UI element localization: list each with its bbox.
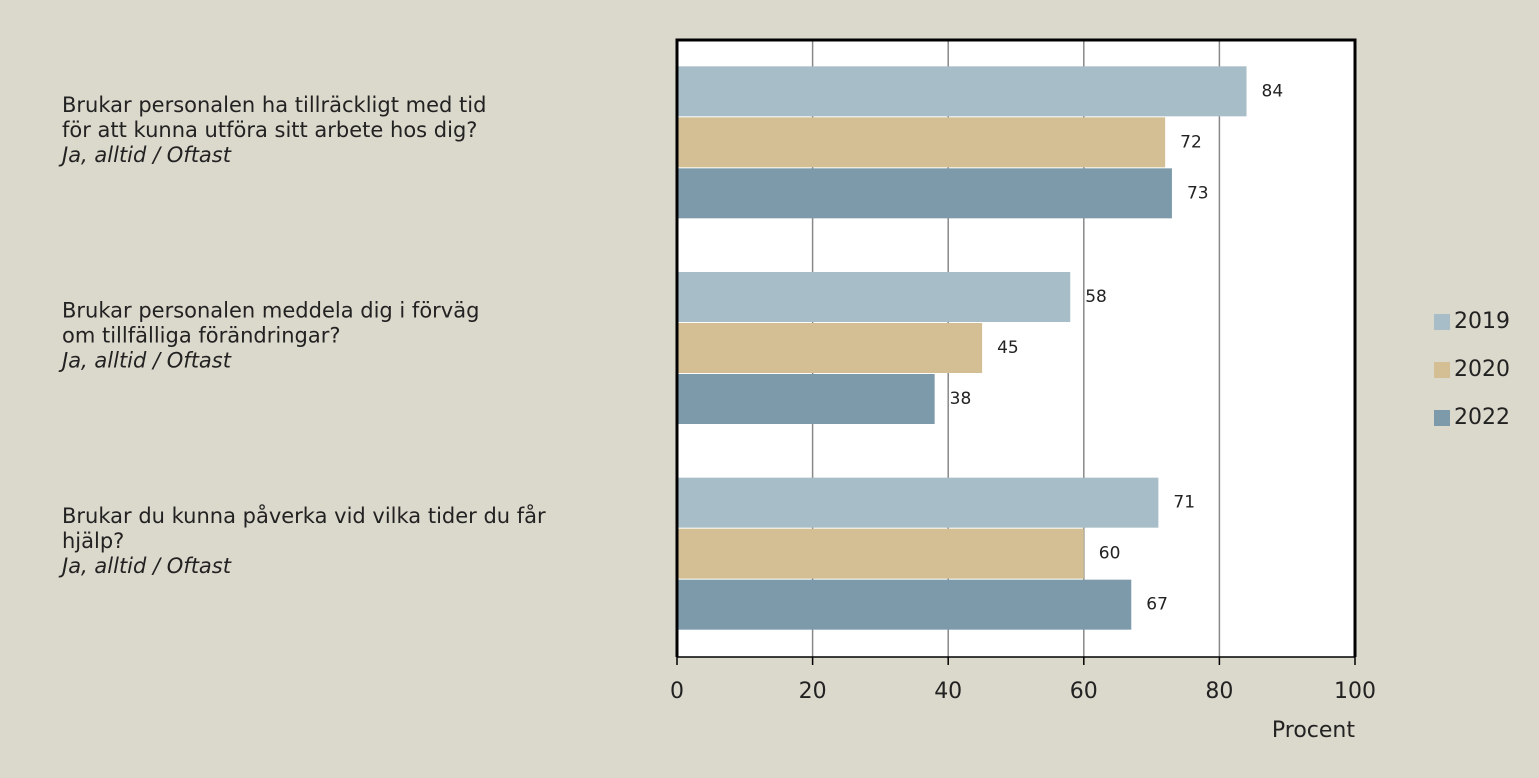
bar: [677, 477, 1159, 528]
y-tick-label: Ja, alltid / Oftast: [58, 349, 232, 373]
y-tick-label: Brukar personalen ha tillräckligt med ti…: [62, 93, 486, 117]
data-label: 73: [1187, 183, 1209, 203]
bar: [677, 579, 1132, 630]
x-tick-label: 100: [1334, 679, 1376, 704]
data-label: 45: [997, 338, 1019, 358]
bar: [677, 168, 1172, 219]
plot-frame: [675, 38, 1357, 657]
data-label: 58: [1085, 287, 1107, 307]
bar: [677, 66, 1247, 117]
legend-label: 2020: [1454, 357, 1510, 382]
data-label: 67: [1146, 595, 1168, 615]
data-label: 84: [1262, 81, 1284, 101]
x-tick-label: 80: [1205, 679, 1233, 704]
bar: [677, 272, 1071, 322]
data-label: 71: [1173, 493, 1195, 513]
x-tick-label: 0: [670, 679, 684, 704]
bar: [677, 528, 1084, 579]
legend-swatch: [1434, 362, 1450, 378]
y-tick-label: Ja, alltid / Oftast: [58, 143, 232, 167]
bar: [677, 117, 1166, 168]
x-tick-label: 60: [1070, 679, 1098, 704]
x-tick-label: 40: [934, 679, 962, 704]
x-tick-label: 20: [799, 679, 827, 704]
data-label: 60: [1099, 544, 1121, 564]
legend-label: 2022: [1454, 405, 1510, 430]
y-tick-label: Brukar du kunna påverka vid vilka tider …: [62, 503, 546, 528]
y-tick-label: om tillfälliga förändringar?: [62, 324, 341, 348]
data-label: 72: [1180, 132, 1202, 152]
y-tick-label: för att kunna utföra sitt arbete hos dig…: [62, 118, 477, 142]
y-tick-label: Ja, alltid / Oftast: [58, 554, 232, 578]
data-label: 38: [950, 389, 972, 409]
legend-swatch: [1434, 314, 1450, 330]
y-tick-label: hjälp?: [62, 529, 124, 553]
legend-swatch: [1434, 410, 1450, 426]
bar: [677, 323, 983, 373]
bar: [677, 374, 935, 424]
x-axis-label: Procent: [1272, 718, 1355, 743]
y-tick-label: Brukar personalen meddela dig i förväg: [62, 299, 479, 323]
legend-label: 2019: [1454, 309, 1510, 334]
